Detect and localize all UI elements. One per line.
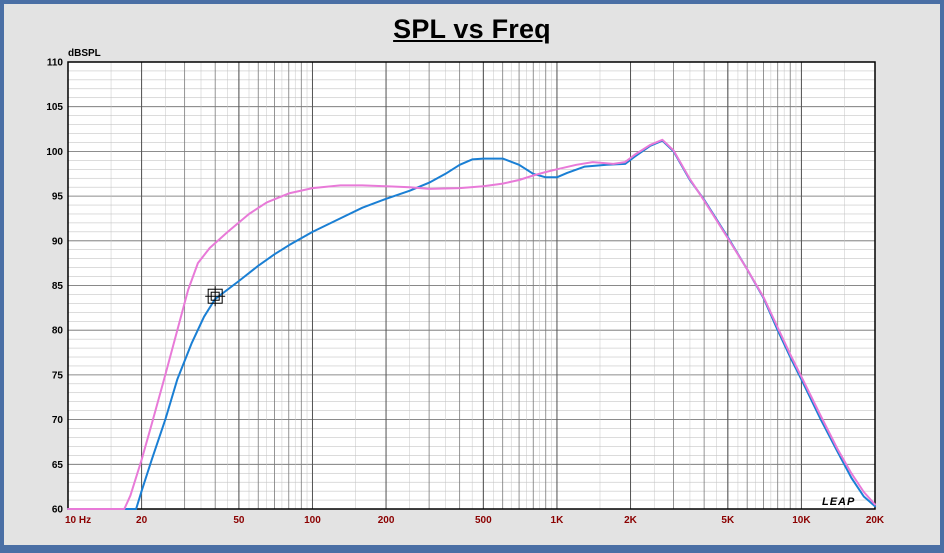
x-tick-label: 20: [136, 515, 148, 526]
cursor-marker[interactable]: [205, 286, 226, 307]
y-tick-label: 75: [52, 370, 64, 381]
y-axis-label: dBSPL: [68, 48, 101, 59]
x-tick-label: 500: [475, 515, 492, 526]
x-tick-label: 50: [233, 515, 245, 526]
y-tick-label: 95: [52, 192, 64, 203]
y-tick-label: 90: [52, 236, 64, 247]
x-tick-label: 1K: [551, 515, 565, 526]
x-tick-label: 10K: [792, 515, 811, 526]
y-tick-label: 105: [46, 102, 63, 113]
plot-border: [67, 61, 876, 510]
x-tick-label: 20K: [866, 515, 885, 526]
series-line-2: [67, 138, 876, 510]
x-tick-label: 2K: [624, 515, 638, 526]
y-tick-label: 70: [52, 415, 64, 426]
y-tick-label: 65: [52, 460, 64, 471]
grid-lines: [67, 61, 876, 510]
x-tick-label: 100: [304, 515, 321, 526]
y-tick-label: 80: [52, 326, 64, 337]
x-tick-label: 5K: [721, 515, 735, 526]
y-tick-label: 100: [46, 147, 63, 158]
x-tick-label: 10 Hz: [65, 515, 91, 526]
y-tick-label: 60: [52, 505, 64, 516]
leap-watermark: LEAP: [822, 496, 855, 508]
x-tick-label: 200: [378, 515, 395, 526]
chart-title: SPL vs Freq: [393, 14, 551, 44]
y-tick-label: 110: [47, 58, 64, 69]
y-tick-label: 85: [52, 281, 64, 292]
